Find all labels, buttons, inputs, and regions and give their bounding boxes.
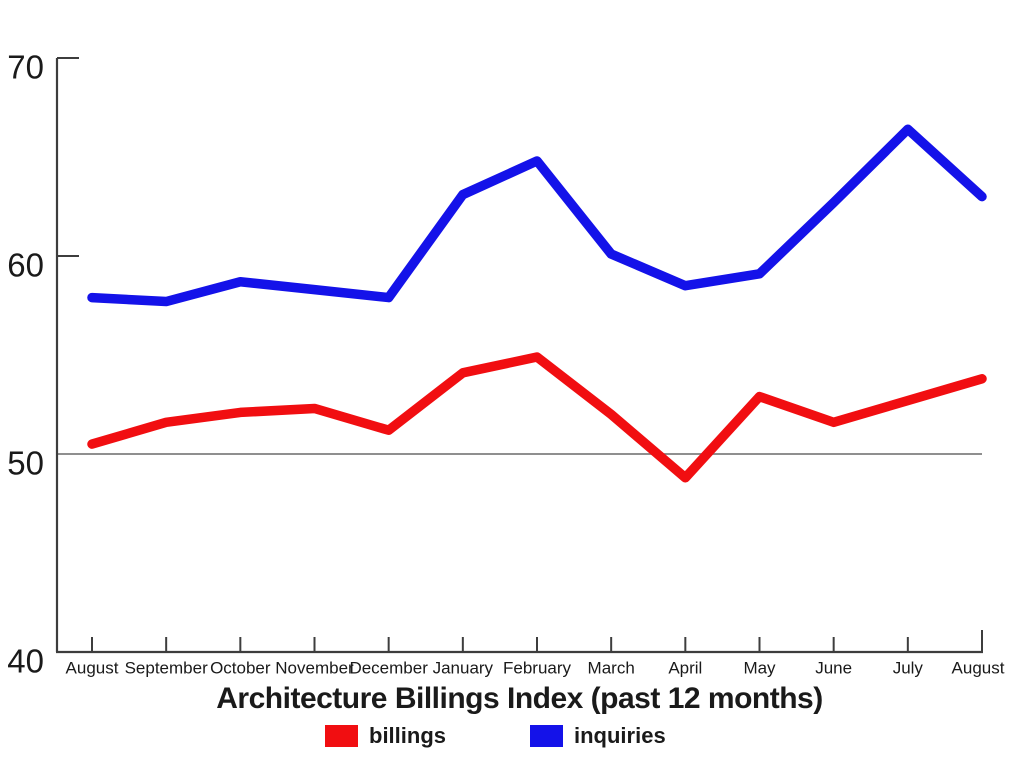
x-tick-label-12: August [952,659,1005,678]
billings-legend-swatch [325,725,358,747]
y-tick-label-70: 70 [7,49,44,86]
chart-title: Architecture Billings Index (past 12 mon… [216,682,823,715]
y-tick-label-40: 40 [7,643,44,680]
x-tick-label-10: June [815,659,852,678]
x-tick-label-3: November [275,659,354,678]
series-line-billings [87,352,987,483]
series-line-inquiries [87,124,987,307]
y-tick-label-60: 60 [7,247,44,284]
x-tick-label-9: May [743,659,776,678]
billings-legend-label: billings [369,723,446,748]
x-tick-label-6: February [503,659,572,678]
inquiries-legend-swatch [530,725,563,747]
x-tick-label-7: March [588,659,635,678]
legend-item-billings: billings [325,723,446,749]
y-tick-label-50: 50 [7,445,44,482]
x-tick-label-2: October [210,659,271,678]
x-tick-label-1: September [125,659,208,678]
x-tick-label-0: August [66,659,119,678]
x-tick-label-5: January [433,659,494,678]
x-tick-label-11: July [893,659,924,678]
inquiries-legend-label: inquiries [574,723,666,748]
x-tick-label-4: December [349,659,428,678]
x-tick-label-8: April [668,659,702,678]
legend-item-inquiries: inquiries [530,723,666,749]
